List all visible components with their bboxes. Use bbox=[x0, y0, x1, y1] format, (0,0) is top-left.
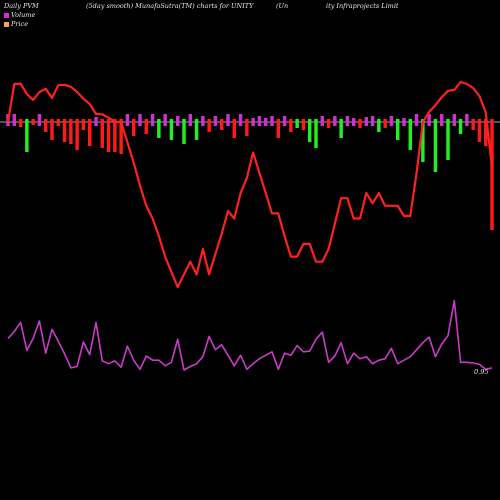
volume-bar bbox=[226, 114, 230, 126]
volume-bar bbox=[106, 119, 111, 152]
legend-volume-swatch bbox=[4, 12, 9, 18]
volume-bar bbox=[157, 119, 161, 138]
volume-bar bbox=[163, 114, 167, 126]
volume-bar bbox=[465, 114, 469, 126]
volume-bar bbox=[358, 119, 362, 128]
volume-bar bbox=[490, 119, 494, 230]
volume-bar bbox=[326, 119, 331, 128]
volume-bar bbox=[270, 116, 274, 126]
volume-bar bbox=[113, 119, 117, 152]
pvm-line bbox=[7, 299, 493, 371]
volume-bar bbox=[446, 119, 450, 160]
volume-bar bbox=[439, 114, 444, 126]
legend-price-label: Price bbox=[11, 20, 29, 28]
volume-bar bbox=[138, 114, 142, 126]
volume-bar bbox=[414, 114, 419, 126]
volume-bar bbox=[56, 119, 61, 126]
volume-bar bbox=[345, 116, 350, 126]
volume-bar bbox=[263, 118, 268, 126]
legend-price: Price bbox=[4, 20, 28, 28]
volume-bar bbox=[31, 119, 35, 125]
volume-bar bbox=[81, 119, 86, 130]
volume-bar bbox=[458, 119, 463, 134]
volume-bar bbox=[12, 114, 17, 126]
volume-bar bbox=[100, 119, 105, 148]
volume-bar bbox=[427, 114, 431, 126]
legend-price-swatch bbox=[4, 21, 9, 27]
volume-bar bbox=[333, 116, 337, 126]
volume-bar bbox=[289, 119, 293, 132]
volume-bar bbox=[389, 116, 394, 126]
volume-bar bbox=[201, 116, 205, 126]
volume-bar bbox=[43, 119, 48, 132]
volume-bar bbox=[37, 114, 42, 126]
volume-bar bbox=[213, 116, 218, 126]
volume-bar bbox=[282, 116, 287, 126]
volume-bar bbox=[169, 119, 174, 140]
volume-bar bbox=[87, 119, 92, 146]
volume-bar bbox=[276, 119, 281, 138]
volume-bar bbox=[483, 119, 488, 146]
volume-bar bbox=[238, 114, 243, 126]
volume-bar bbox=[339, 119, 343, 138]
volume-bar bbox=[433, 119, 438, 172]
volume-bar bbox=[119, 119, 123, 154]
end-value-label: 0.95 bbox=[474, 368, 488, 376]
volume-bar bbox=[207, 119, 211, 132]
volume-bar bbox=[408, 119, 413, 150]
volume-bar bbox=[452, 114, 457, 126]
volume-bar bbox=[232, 119, 237, 138]
volume-bar bbox=[251, 118, 255, 126]
volume-bar bbox=[364, 117, 369, 126]
volume-bar bbox=[69, 119, 73, 144]
volume-bar bbox=[144, 119, 149, 134]
volume-bar bbox=[245, 119, 249, 136]
volume-bar bbox=[421, 119, 425, 162]
volume-bar bbox=[471, 119, 475, 130]
volume-bar bbox=[257, 116, 262, 126]
volume-bar bbox=[125, 114, 130, 126]
volume-bar bbox=[351, 118, 356, 126]
volume-bar bbox=[182, 119, 186, 144]
volume-bar bbox=[370, 116, 375, 126]
volume-bar bbox=[377, 119, 381, 132]
volume-bar bbox=[18, 119, 23, 127]
volume-bar bbox=[301, 119, 306, 130]
volume-bar bbox=[131, 119, 136, 136]
volume-bar bbox=[219, 119, 224, 130]
volume-bar bbox=[194, 119, 199, 140]
volume-bar bbox=[50, 119, 54, 140]
volume-bar bbox=[314, 119, 318, 148]
price-line bbox=[6, 80, 494, 289]
volume-bar bbox=[395, 119, 400, 140]
volume-bar bbox=[75, 119, 79, 150]
volume-bar bbox=[477, 119, 482, 142]
volume-bar bbox=[188, 114, 193, 126]
header-company-start: (Un bbox=[276, 2, 289, 10]
header-title: (5day smooth) MunafaSutra(TM) charts for… bbox=[86, 2, 254, 10]
volume-bar bbox=[307, 119, 312, 142]
volume-bar bbox=[94, 117, 98, 126]
volume-bar bbox=[175, 116, 180, 126]
header-left: Daily PVM bbox=[4, 2, 39, 10]
volume-bar bbox=[295, 119, 299, 128]
legend-volume: Volume bbox=[4, 11, 35, 19]
volume-bar bbox=[402, 118, 406, 126]
volume-bar bbox=[320, 116, 325, 126]
volume-bar bbox=[150, 114, 155, 126]
header-company-end: ity Infraprojects Limit bbox=[326, 2, 399, 10]
volume-bar bbox=[383, 119, 387, 128]
volume-bar bbox=[25, 119, 29, 152]
legend-volume-label: Volume bbox=[11, 11, 36, 19]
volume-bar bbox=[62, 119, 67, 142]
